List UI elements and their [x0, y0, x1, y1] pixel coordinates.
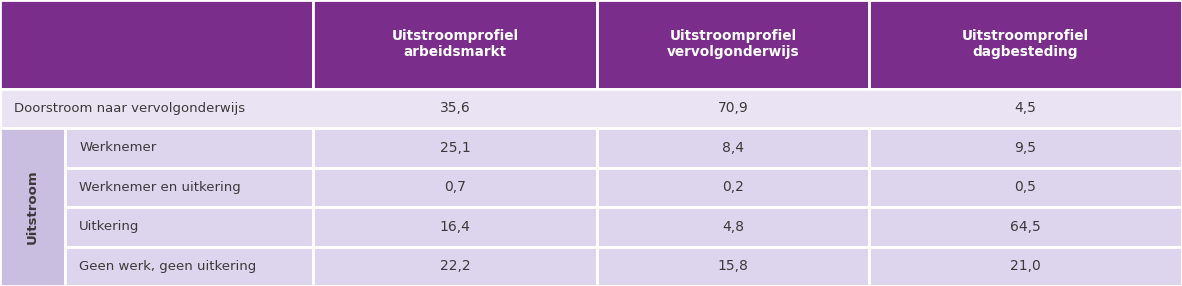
Text: Uitstroomprofiel
vervolgonderwijs: Uitstroomprofiel vervolgonderwijs [667, 29, 799, 59]
Text: Werknemer en uitkering: Werknemer en uitkering [79, 181, 241, 194]
Bar [869, 207, 1182, 247]
Bar [869, 128, 1182, 168]
Text: 0,5: 0,5 [1014, 180, 1037, 194]
Bar [65, 168, 313, 207]
Text: 0,7: 0,7 [444, 180, 466, 194]
Text: Uitstroomprofiel
dagbesteding: Uitstroomprofiel dagbesteding [962, 29, 1089, 59]
Text: 4,5: 4,5 [1014, 102, 1037, 115]
Text: Uitstroomprofiel
arbeidsmarkt: Uitstroomprofiel arbeidsmarkt [391, 29, 519, 59]
Text: Werknemer: Werknemer [79, 141, 156, 154]
Text: 25,1: 25,1 [440, 141, 470, 155]
Text: 35,6: 35,6 [440, 102, 470, 115]
Text: 70,9: 70,9 [717, 102, 748, 115]
Text: Doorstroom naar vervolgonderwijs: Doorstroom naar vervolgonderwijs [14, 102, 246, 115]
Bar [597, 168, 869, 207]
Bar [313, 247, 597, 286]
Bar [0, 89, 1182, 128]
Text: 9,5: 9,5 [1014, 141, 1037, 155]
Text: 64,5: 64,5 [1009, 220, 1041, 234]
Bar [869, 168, 1182, 207]
Bar [597, 247, 869, 286]
Text: 4,8: 4,8 [722, 220, 743, 234]
Bar [0, 128, 65, 286]
Text: 21,0: 21,0 [1009, 259, 1041, 273]
Text: 16,4: 16,4 [440, 220, 470, 234]
Bar [65, 207, 313, 247]
Bar [65, 128, 313, 168]
Bar [65, 247, 313, 286]
Bar [597, 207, 869, 247]
Text: Uitkering: Uitkering [79, 220, 139, 233]
Bar [313, 128, 597, 168]
Bar [869, 0, 1182, 89]
Bar [313, 0, 597, 89]
Bar [597, 0, 869, 89]
Bar [0, 0, 313, 89]
Text: Geen werk, geen uitkering: Geen werk, geen uitkering [79, 260, 256, 273]
Bar [313, 207, 597, 247]
Text: 8,4: 8,4 [722, 141, 743, 155]
Text: 15,8: 15,8 [717, 259, 748, 273]
Bar [313, 168, 597, 207]
Text: 22,2: 22,2 [440, 259, 470, 273]
Text: 0,2: 0,2 [722, 180, 743, 194]
Bar [869, 247, 1182, 286]
Text: Uitstroom: Uitstroom [26, 170, 39, 244]
Bar [597, 128, 869, 168]
